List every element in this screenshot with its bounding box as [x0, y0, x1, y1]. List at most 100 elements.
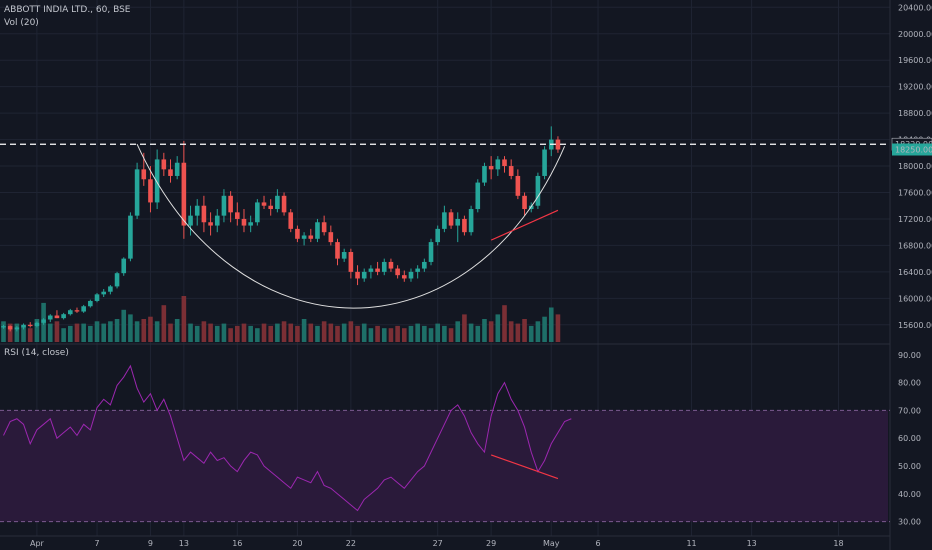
candlesticks [1, 126, 561, 332]
candle-body [395, 268, 400, 276]
volume-bar [295, 325, 300, 342]
candle-body [435, 228, 440, 243]
candle-body [348, 252, 354, 272]
volume-bar [475, 325, 481, 342]
volume-bar [522, 319, 527, 342]
candle-body [428, 242, 434, 262]
last-price-label: 18250.00 [895, 146, 932, 155]
candle-body [47, 315, 53, 320]
volume-bar [214, 325, 220, 342]
candle-body [27, 324, 33, 327]
volume-bar [548, 307, 554, 342]
candle-body [468, 209, 474, 233]
volume-bar [27, 328, 33, 342]
volume-bar [328, 323, 334, 342]
volume-bar [275, 323, 280, 342]
candle-body [34, 322, 40, 327]
volume-bar [508, 321, 514, 342]
time-tick-label: 9 [148, 539, 153, 548]
volume-bar [268, 325, 273, 342]
volume-bar [281, 321, 287, 342]
volume-bar [114, 319, 120, 342]
volume-bar [435, 323, 440, 342]
candle-body [88, 300, 93, 307]
candle-body [261, 202, 267, 206]
candle-body [462, 218, 467, 233]
candle-body [221, 195, 227, 216]
volume-bar [14, 323, 20, 342]
volume-bar [368, 328, 374, 342]
volume-bar [81, 323, 86, 342]
time-tick-label: 13 [747, 539, 757, 548]
candle-body [455, 218, 461, 226]
candle-body [134, 169, 140, 216]
price-axis: 15600.00 16000.00 16400.00 16800.00 17200.00… [891, 3, 932, 527]
rsi-tick-label: 90.00 [898, 351, 921, 360]
volume-bar [141, 319, 147, 342]
candle-body [341, 252, 347, 259]
volume-bar [348, 321, 354, 342]
candle-body [188, 215, 193, 226]
candle-body [235, 212, 240, 219]
candle-body [375, 268, 380, 272]
volume-bar [201, 321, 207, 342]
rsi-tick-label: 30.00 [898, 518, 921, 527]
candle-body [168, 169, 173, 176]
price-tick-label: 19600.00 [898, 56, 932, 65]
candle-body [542, 149, 547, 176]
price-tick-label: 16400.00 [898, 268, 932, 277]
candle-body [7, 326, 13, 330]
candle-body [41, 319, 46, 323]
volume-bar [448, 328, 454, 342]
candle-body [14, 327, 20, 330]
volume-label: Vol (20) [4, 18, 39, 28]
volume-bar [248, 325, 253, 342]
volume-bar [375, 325, 380, 342]
candle-body [214, 215, 220, 226]
time-tick-label: 6 [595, 539, 600, 548]
candle-body [301, 235, 307, 239]
volume-bars [1, 296, 561, 342]
candle-body [361, 271, 367, 279]
candle-body [335, 242, 340, 259]
volume-bar [34, 319, 40, 342]
time-axis: Apr 7 9 13 16 20 22 27 29 May 6 11 13 18 [0, 535, 890, 548]
time-tick-label: 16 [232, 539, 242, 548]
volume-bar [402, 328, 407, 342]
candle-body [241, 218, 247, 226]
volume-bar [355, 325, 360, 342]
candle-body [1, 326, 6, 328]
volume-bar [455, 321, 461, 342]
candle-body [355, 271, 360, 279]
volume-bar [381, 328, 387, 342]
candle-body [201, 205, 207, 223]
volume-bar [74, 323, 80, 342]
symbol-title: ABBOTT INDIA LTD., 60, BSE [4, 5, 131, 15]
volume-bar [428, 328, 434, 342]
volume-bar [161, 305, 167, 342]
candle-body [114, 273, 120, 287]
volume-bar [228, 328, 233, 342]
volume-bar [535, 321, 541, 342]
candle-body [482, 166, 487, 183]
volume-bar [154, 321, 160, 342]
rsi-tick-label: 40.00 [898, 490, 921, 499]
price-tick-label: 18800.00 [898, 109, 932, 118]
volume-bar [54, 321, 60, 342]
volume-bar [488, 321, 494, 342]
volume-bar [188, 323, 193, 342]
candle-body [475, 182, 481, 210]
last-price-tag [892, 143, 932, 156]
time-tick-label: 7 [94, 539, 99, 548]
volume-bar [315, 325, 320, 342]
volume-bar [168, 323, 173, 342]
candle-body [268, 205, 273, 210]
rsi-divergence-line [490, 454, 559, 480]
candle-body [281, 195, 287, 213]
candle-body [442, 212, 447, 229]
candle-body [21, 324, 26, 328]
candle-body [422, 261, 427, 269]
volume-bar [495, 314, 501, 342]
candle-body [522, 195, 527, 210]
